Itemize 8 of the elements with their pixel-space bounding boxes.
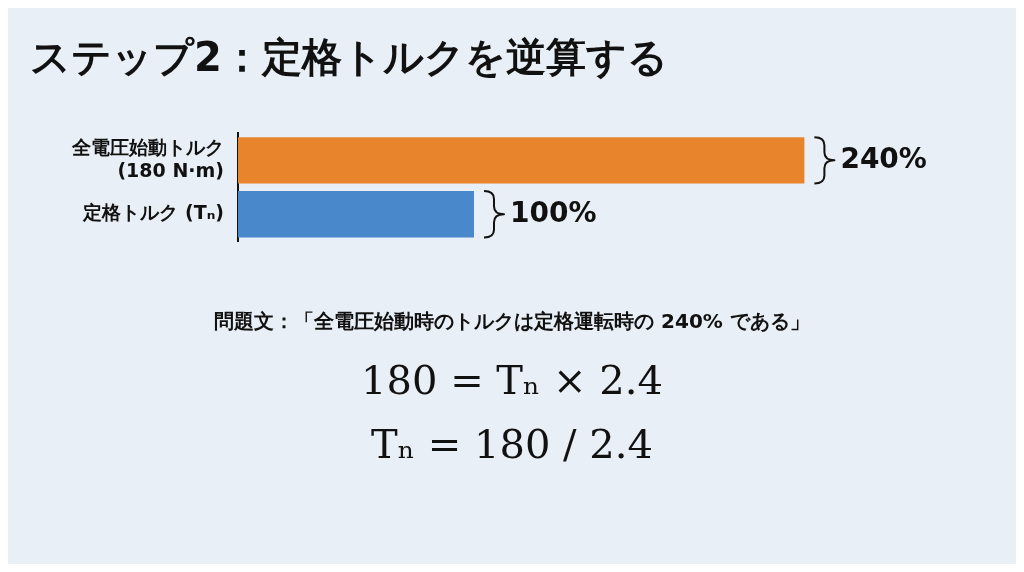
data-label: 240% bbox=[840, 141, 927, 175]
y-tick-label: 全電圧始動トルク (180 N·m) bbox=[71, 135, 224, 181]
text: Tₙ = 180 / 2.4 bbox=[370, 421, 654, 467]
y-tick-label: 定格トルク (Tₙ) bbox=[82, 201, 224, 224]
text: 180 = Tₙ × 2.4 bbox=[360, 357, 664, 403]
data-label: 100% bbox=[510, 195, 597, 229]
text: 問題文：「全電圧始動時のトルクは定格運転時の 240% である」 bbox=[213, 308, 811, 335]
chart-title: ステップ2：定格トルクを逆算する bbox=[30, 33, 668, 82]
